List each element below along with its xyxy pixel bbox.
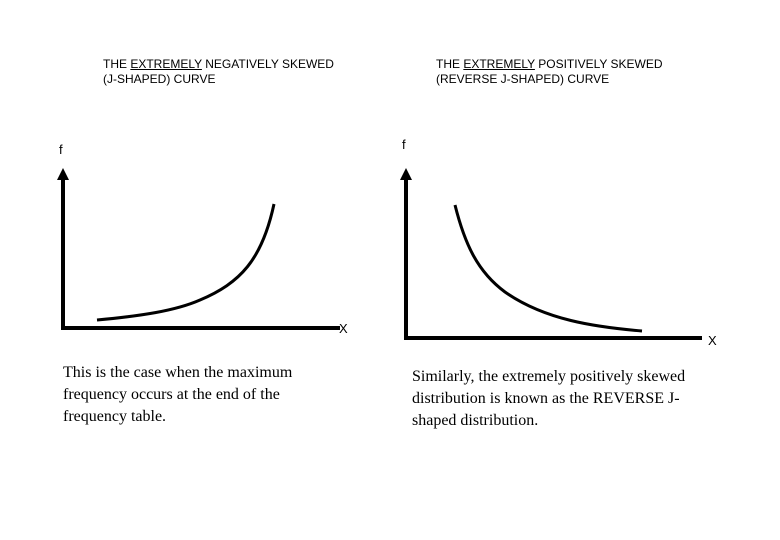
left-title-prefix: THE bbox=[103, 57, 131, 71]
left-caption-line2: frequency occurs at the end of the bbox=[63, 386, 280, 403]
right-title-line1: THE EXTREMELY POSITIVELY SKEWED bbox=[436, 57, 663, 72]
left-caption-line1: This is the case when the maximum bbox=[63, 364, 293, 381]
right-y-axis-label: f bbox=[402, 137, 406, 152]
right-title-line2: (REVERSE J-SHAPED) CURVE bbox=[436, 72, 610, 86]
left-title-line1: THE EXTREMELY NEGATIVELY SKEWED bbox=[103, 57, 334, 72]
right-y-axis-arrowhead bbox=[400, 168, 412, 180]
left-caption: This is the case when the maximum freque… bbox=[63, 362, 327, 428]
right-caption-line1: Similarly, the extremely positively skew… bbox=[412, 368, 686, 385]
reverse-j-shaped-curve bbox=[453, 204, 643, 333]
left-panel-title: THE EXTREMELY NEGATIVELY SKEWED (J-SHAPE… bbox=[103, 57, 334, 87]
right-caption: Similarly, the extremely positively skew… bbox=[412, 366, 722, 432]
left-y-axis-label: f bbox=[59, 142, 63, 157]
j-shaped-curve bbox=[96, 203, 276, 322]
left-title-line2: (J-SHAPED) CURVE bbox=[103, 72, 216, 86]
right-title-rest: POSITIVELY SKEWED bbox=[534, 57, 663, 71]
left-title-rest: NEGATIVELY SKEWED bbox=[201, 57, 334, 71]
left-title-emphasis: EXTREMELY bbox=[130, 57, 202, 71]
left-x-axis-label: X bbox=[339, 321, 348, 336]
right-caption-line2: distribution is known as the REVERSE J- bbox=[412, 390, 680, 407]
right-x-axis-label: X bbox=[708, 333, 717, 348]
right-title-emphasis: EXTREMELY bbox=[463, 57, 535, 71]
right-title-prefix: THE bbox=[436, 57, 464, 71]
left-y-axis-arrowhead bbox=[57, 168, 69, 180]
right-panel-title: THE EXTREMELY POSITIVELY SKEWED (REVERSE… bbox=[436, 57, 663, 87]
right-caption-line3: shaped distribution. bbox=[412, 412, 539, 429]
left-caption-line3: frequency table. bbox=[63, 408, 167, 425]
